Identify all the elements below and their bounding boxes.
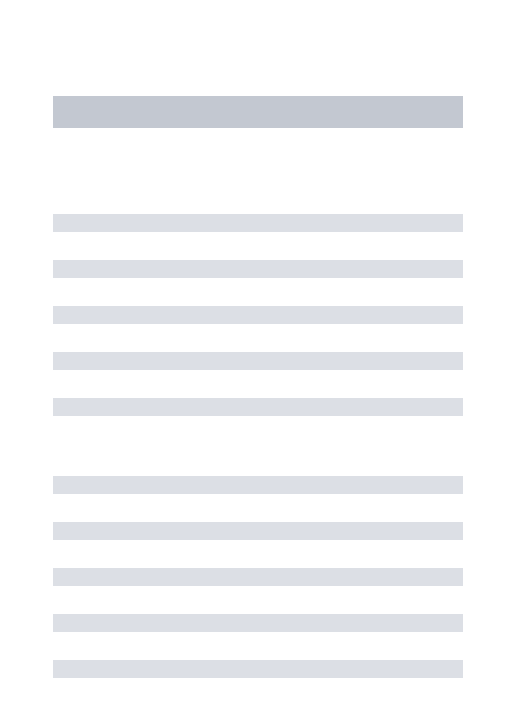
skeleton-line bbox=[53, 522, 463, 540]
skeleton-line bbox=[53, 568, 463, 586]
skeleton-line-group-2 bbox=[53, 476, 463, 678]
skeleton-line bbox=[53, 476, 463, 494]
skeleton-line bbox=[53, 614, 463, 632]
skeleton-line bbox=[53, 306, 463, 324]
skeleton-container bbox=[0, 0, 516, 678]
skeleton-line bbox=[53, 352, 463, 370]
skeleton-group-gap bbox=[53, 416, 463, 476]
skeleton-line-group-1 bbox=[53, 214, 463, 416]
skeleton-title-bar bbox=[53, 96, 463, 128]
skeleton-line bbox=[53, 214, 463, 232]
skeleton-line bbox=[53, 398, 463, 416]
skeleton-line bbox=[53, 660, 463, 678]
skeleton-line bbox=[53, 260, 463, 278]
